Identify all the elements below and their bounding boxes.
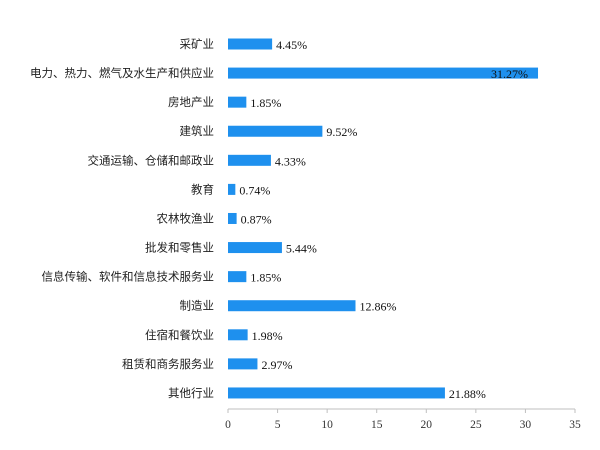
value-labels-group: 4.45% 31.27% 1.85% 9.52% 4.33% 0.74% 0.87% 5.44…	[239, 38, 528, 401]
value-label: 4.45%	[276, 38, 307, 52]
bar	[228, 96, 247, 108]
category-label: 房地产业	[168, 95, 214, 109]
value-label: 4.33%	[275, 154, 306, 168]
bar	[228, 154, 271, 166]
bar	[228, 125, 323, 137]
category-label: 交通运输、仓储和邮政业	[88, 153, 215, 167]
bar	[228, 67, 539, 79]
category-label: 农林牧渔业	[157, 211, 215, 225]
value-label: 0.87%	[241, 212, 272, 226]
bar	[228, 329, 248, 341]
bar	[228, 300, 356, 312]
x-tick-label: 10	[321, 419, 333, 431]
x-tick-label: 20	[421, 419, 433, 431]
category-label: 建筑业	[180, 124, 215, 138]
bar	[228, 212, 237, 224]
category-label: 电力、热力、燃气及水生产和供应业	[30, 66, 214, 80]
value-label: 1.85%	[250, 96, 281, 110]
x-ticks-group: 0 5 10 15 20 25 30 35	[225, 409, 581, 431]
value-label: 21.88%	[449, 387, 486, 401]
value-label: 2.97%	[261, 358, 292, 372]
bars-group	[228, 38, 539, 399]
value-label: 9.52%	[326, 125, 357, 139]
x-tick-label: 25	[470, 419, 482, 431]
x-tick-label: 35	[569, 419, 581, 431]
category-labels-group: 采矿业电力、热力、燃气及水生产和供应业房地产业建筑业交通运输、仓储和邮政业教育农…	[30, 37, 214, 400]
category-label: 其他行业	[168, 386, 214, 400]
value-label: 5.44%	[286, 242, 317, 256]
category-label: 住宿和餐饮业	[145, 328, 214, 342]
value-label: 1.85%	[250, 271, 281, 285]
value-label: 0.74%	[239, 183, 270, 197]
bar	[228, 358, 258, 370]
x-tick-label: 5	[275, 419, 281, 431]
bar	[228, 242, 282, 254]
category-label: 采矿业	[180, 37, 215, 51]
category-label: 租赁和商务服务业	[122, 357, 214, 371]
bar	[228, 38, 273, 50]
x-tick-label: 0	[225, 419, 231, 431]
bar	[228, 387, 445, 399]
category-label: 信息传输、软件和信息技术服务业	[42, 270, 215, 284]
bar	[228, 183, 236, 195]
category-label: 教育	[191, 182, 214, 196]
value-label: 31.27%	[491, 67, 528, 81]
category-label: 制造业	[180, 299, 215, 313]
category-label: 批发和零售业	[145, 241, 214, 255]
x-tick-label: 30	[520, 419, 532, 431]
x-tick-label: 15	[371, 419, 383, 431]
bar	[228, 271, 247, 283]
value-label: 1.98%	[252, 329, 283, 343]
value-label: 12.86%	[359, 300, 396, 314]
